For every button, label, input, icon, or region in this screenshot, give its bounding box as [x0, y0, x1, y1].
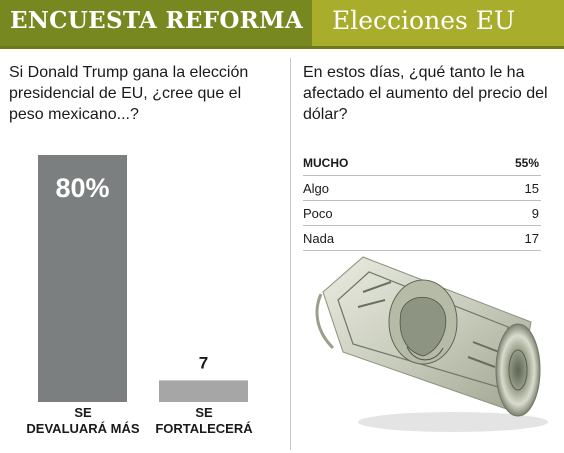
row-label: Poco — [303, 200, 455, 226]
row-value: 9 — [454, 200, 541, 226]
header-banner: ENCUESTA REFORMA Elecciones EU — [0, 0, 564, 46]
table-row-poco: Poco 9 — [303, 200, 541, 226]
bar-value-label: 7 — [199, 353, 208, 372]
row-value: 15 — [454, 175, 541, 201]
left-question: Si Donald Trump gana la elección preside… — [9, 64, 249, 123]
category-label-fortalecera: SE FORTALECERÁ — [155, 405, 253, 436]
row-label: Algo — [303, 175, 455, 201]
right-question: En estos días, ¿qué tanto le ha afectado… — [303, 64, 548, 123]
category-label-devaluara: SE DEVALUARÁ MÁS — [26, 405, 140, 436]
row-value: 55% — [454, 151, 541, 176]
row-label: Nada — [303, 225, 455, 251]
bars-group: 80% 7 — [38, 155, 248, 402]
table-row-mucho: MUCHO 55% — [303, 151, 541, 176]
bar-chart: 80% 7 — [38, 155, 248, 402]
row-value: 17 — [454, 225, 541, 251]
header-brand-block: ENCUESTA REFORMA — [0, 0, 312, 46]
header-underline — [0, 46, 564, 49]
rolled-dollar-bill-icon — [315, 256, 548, 432]
bar-devaluara — [38, 155, 127, 402]
section-title: Elecciones EU — [332, 6, 516, 35]
bar-value-label: 80% — [55, 173, 109, 203]
table-row-algo: Algo 15 — [303, 175, 541, 201]
brand-title: ENCUESTA REFORMA — [10, 7, 303, 34]
column-divider — [290, 58, 291, 450]
table-row-nada: Nada 17 — [303, 225, 541, 251]
row-label: MUCHO — [303, 151, 455, 176]
bar-fortalecera — [159, 380, 248, 402]
results-table: MUCHO 55% Algo 15 Poco 9 Nada 17 — [303, 151, 541, 251]
